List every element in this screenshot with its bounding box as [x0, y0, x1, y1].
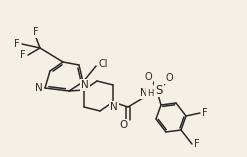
Text: O: O [119, 120, 127, 130]
Text: S: S [155, 84, 163, 97]
Text: N: N [81, 80, 89, 90]
Text: O: O [144, 72, 152, 82]
Text: H: H [147, 89, 153, 97]
Text: F: F [33, 27, 39, 37]
Text: O: O [165, 73, 173, 83]
Text: N: N [35, 83, 43, 93]
Text: F: F [14, 39, 20, 49]
Text: F: F [20, 50, 26, 60]
Text: F: F [202, 108, 208, 118]
Text: F: F [194, 139, 200, 149]
Text: Cl: Cl [98, 59, 108, 69]
Text: N: N [110, 102, 118, 112]
Text: N: N [140, 88, 148, 98]
